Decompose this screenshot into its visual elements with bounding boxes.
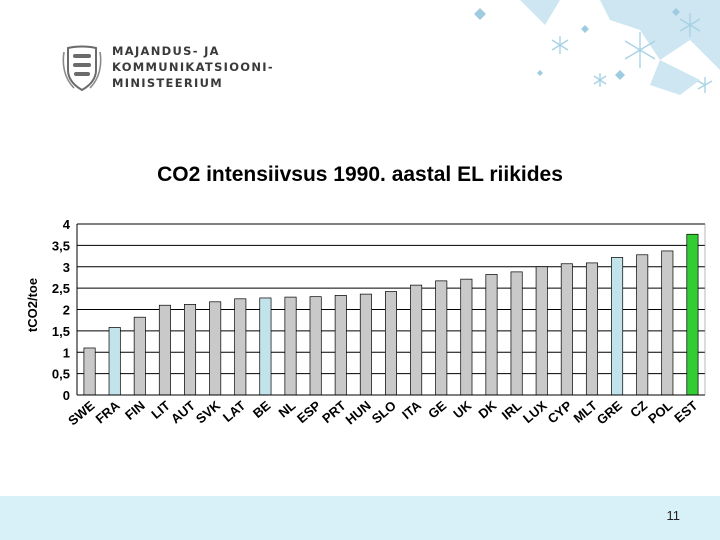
bar-dk [485, 274, 498, 396]
axes [76, 224, 706, 396]
bar-nl [284, 296, 297, 396]
y-tick-label: 3,5 [52, 238, 70, 253]
bar-lat [234, 298, 247, 396]
x-tick-label: PRT [319, 398, 349, 426]
x-tick-label: ITA [399, 397, 424, 422]
y-tick-labels: 0 0,5 1 1,5 2 2,5 3 3,5 4 [52, 217, 71, 403]
x-tick-label: FIN [122, 398, 148, 423]
bar-slo [384, 291, 398, 396]
bar-cyp [560, 263, 573, 396]
logo-line-1: MAJANDUS- JA [112, 44, 220, 58]
bar-prt [334, 295, 347, 396]
bar-fra [108, 327, 121, 396]
x-tick-label: LAT [220, 398, 248, 425]
y-tick-label: 0,5 [52, 367, 70, 382]
logo-line-2: KOMMUNIKATSIOONI- [112, 60, 274, 74]
bar-pol [661, 250, 674, 396]
y-tick-label: 4 [63, 217, 71, 232]
bar-uk [460, 278, 473, 396]
ministry-logo: MAJANDUS- JA KOMMUNIKATSIOONI- MINISTEER… [62, 42, 273, 94]
page-number: 11 [666, 508, 681, 523]
bar-svk [209, 301, 222, 396]
bar-irl [510, 271, 523, 396]
snowflake-decoration [474, 0, 720, 95]
x-tick-label: POL [645, 398, 675, 427]
estonian-coat-of-arms-icon [62, 45, 102, 92]
bars [83, 233, 699, 396]
bar-hun [359, 293, 372, 396]
bar-ge [435, 280, 448, 396]
bar-lit [158, 304, 171, 396]
x-tick-label: GRE [594, 398, 625, 428]
x-tick-label: SWE [65, 398, 98, 429]
x-tick-label: LUX [520, 398, 550, 426]
bar-est [686, 233, 699, 396]
bar-gre [611, 256, 624, 396]
y-tick-label: 3 [63, 260, 70, 275]
logo-line-3: MINISTEERIUM [112, 76, 223, 90]
x-tick-label: GE [425, 398, 449, 422]
bar-swe [83, 347, 96, 396]
y-tick-label: 0 [63, 388, 70, 403]
x-tick-label: SVK [193, 397, 224, 426]
bar-mlt [585, 262, 598, 396]
y-tick-label: 2 [63, 303, 70, 318]
x-tick-label: DK [475, 397, 499, 421]
bar-aut [184, 304, 197, 396]
x-tick-label: CYP [545, 398, 575, 427]
bar-esp [309, 296, 322, 396]
bar-lux [535, 266, 548, 396]
bar-fin [133, 316, 146, 396]
footer-band [0, 496, 720, 540]
x-tick-label: ESP [294, 398, 324, 426]
x-tick-label: IRL [499, 398, 525, 423]
x-tick-label: HUN [343, 398, 374, 428]
x-tick-label: UK [450, 397, 474, 421]
x-tick-label: LIT [148, 398, 173, 422]
bar-cz [636, 254, 649, 396]
y-tick-label: 2,5 [52, 281, 70, 296]
x-tick-label: EST [671, 398, 700, 426]
x-tick-label: AUT [168, 398, 198, 427]
x-tick-label: BE [250, 398, 274, 421]
bar-ita [410, 284, 423, 396]
y-tick-label: 1,5 [52, 324, 70, 339]
y-axis-label: tCO2/toe [25, 278, 40, 332]
x-tick-label: FRA [92, 397, 123, 426]
x-tick-label: SLO [369, 398, 399, 427]
bar-be [259, 297, 272, 396]
x-tick-label: MLT [571, 398, 600, 426]
chart-title: CO2 intensiivsus 1990. aastal EL riikide… [157, 163, 563, 186]
y-tick-label: 1 [63, 345, 70, 360]
